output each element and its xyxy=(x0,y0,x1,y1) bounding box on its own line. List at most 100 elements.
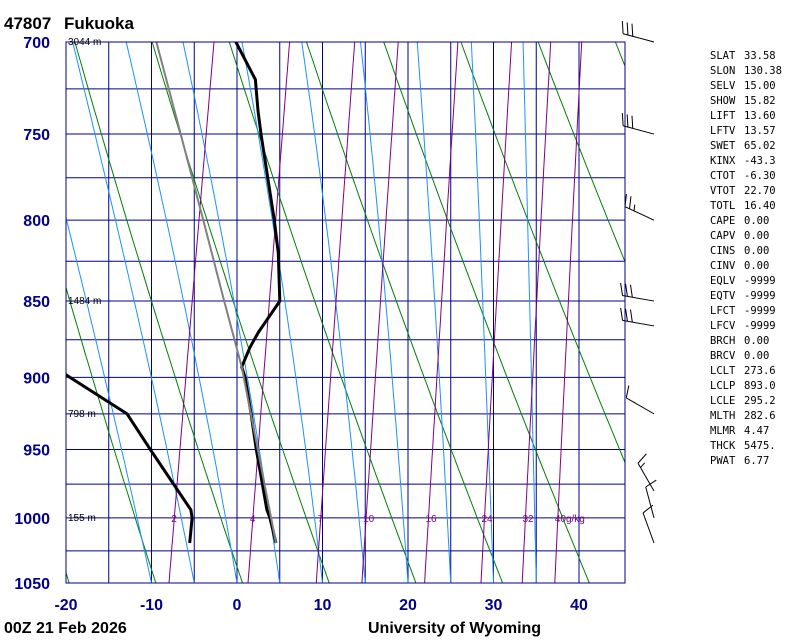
mixing-ratio-label: 2 xyxy=(171,514,177,525)
temperature-tick-label: 30 xyxy=(485,597,503,614)
barb-staff xyxy=(626,397,655,415)
index-name: CTOT xyxy=(710,170,736,182)
moist-adiabat xyxy=(522,42,537,583)
barb-flag xyxy=(631,115,634,129)
index-value: 22.70 xyxy=(744,185,776,197)
footer-source: University of Wyoming xyxy=(368,620,541,637)
mixing-ratio-label: 24 xyxy=(482,514,494,525)
index-value: -9999 xyxy=(744,290,776,302)
index-name: CAPV xyxy=(710,230,736,242)
index-value: 893.0 xyxy=(744,380,776,392)
temperature-tick-label: -20 xyxy=(54,597,77,614)
index-name: SELV xyxy=(710,80,736,92)
wind-barb xyxy=(625,385,655,415)
index-row: LCLT 273.6 xyxy=(710,364,796,379)
dry-adiabat xyxy=(228,42,417,583)
index-value: -6.30 xyxy=(744,170,776,182)
index-row: SHOW 15.82 xyxy=(710,94,796,109)
index-row: LFTV 13.57 xyxy=(710,124,796,139)
index-name: LFCT xyxy=(710,305,736,317)
index-name: KINX xyxy=(710,155,736,167)
index-name: LIFT xyxy=(710,110,736,122)
index-value: -9999 xyxy=(744,305,776,317)
index-value: 282.6 xyxy=(744,410,776,422)
index-value: 0.00 xyxy=(744,335,770,347)
moist-adiabat xyxy=(416,42,452,583)
dry-adiabat xyxy=(74,42,243,583)
mixing-ratio-label: 4 xyxy=(250,514,256,525)
index-name: LCLT xyxy=(710,365,736,377)
index-value: 6.77 xyxy=(744,455,770,467)
plot-frame xyxy=(65,41,626,584)
index-name: MLMR xyxy=(710,425,736,437)
index-row: SELV 15.00 xyxy=(710,79,796,94)
barb-flag xyxy=(626,114,629,128)
index-value: 15.00 xyxy=(744,80,776,92)
index-row: LCLE 295.2 xyxy=(710,394,796,409)
moist-adiabat xyxy=(241,42,323,583)
moist-adiabat xyxy=(72,42,195,583)
barb-staff xyxy=(622,33,655,43)
barb-flag xyxy=(620,282,623,296)
barb-flag xyxy=(621,21,624,34)
index-row: THCK 5475. xyxy=(710,439,796,454)
barb-flag xyxy=(625,283,628,297)
index-name: VTOT xyxy=(710,185,736,197)
pressure-tick-label: 800 xyxy=(23,213,50,230)
index-value: 0.00 xyxy=(744,350,770,362)
barb-staff xyxy=(642,512,655,544)
mixing-ratio-line xyxy=(361,42,399,583)
index-value: -9999 xyxy=(744,275,776,287)
index-name: LCLP xyxy=(710,380,736,392)
index-name: LFTV xyxy=(710,125,736,137)
barb-flag xyxy=(631,23,634,37)
index-row: LFCT -9999 xyxy=(710,304,796,319)
height-label: 155 m xyxy=(68,513,96,524)
height-label: 798 m xyxy=(68,409,96,420)
index-name: SHOW xyxy=(710,95,736,107)
mixing-ratio-labels: 2 4 7 10 16 24 32 40g/kg xyxy=(171,514,585,525)
barb-half-flag xyxy=(633,204,636,211)
wind-barb xyxy=(637,453,655,492)
station-name: Fukuoka xyxy=(64,14,134,33)
index-row: CINV 0.00 xyxy=(710,259,796,274)
index-row: LFCV -9999 xyxy=(710,319,796,334)
index-row: MLMR 4.47 xyxy=(710,424,796,439)
pressure-tick-label: 750 xyxy=(23,127,50,144)
wind-barb xyxy=(621,21,655,43)
barb-flag xyxy=(629,284,633,298)
barb-flag xyxy=(624,194,627,207)
pressure-tick-label: 1050 xyxy=(14,576,50,593)
wind-barb xyxy=(620,282,655,302)
index-value: 13.57 xyxy=(744,125,776,137)
mixing-ratio-label: 32 xyxy=(522,514,534,525)
index-row: CTOT -6.30 xyxy=(710,169,796,184)
pressure-axis: 700 750 800 850 900 950 1000 1050 xyxy=(14,35,50,593)
temperature-tick-label: -10 xyxy=(140,597,163,614)
dry-adiabat xyxy=(305,42,504,583)
barb-staff xyxy=(622,319,655,327)
dry-adiabat xyxy=(383,42,590,583)
background-lines xyxy=(66,42,625,583)
dry-adiabat xyxy=(460,42,625,464)
mixing-ratio-line xyxy=(424,42,459,583)
index-name: CINS xyxy=(710,245,736,257)
dewpoint-line xyxy=(66,373,194,544)
index-row: MLTH 282.6 xyxy=(710,409,796,424)
index-value: -9999 xyxy=(744,320,776,332)
pressure-tick-label: 1000 xyxy=(14,511,50,528)
barb-staff xyxy=(645,486,655,519)
pressure-tick-label: 950 xyxy=(23,442,50,459)
barb-flag xyxy=(621,113,624,126)
index-value: 130.38 xyxy=(744,65,782,77)
mixing-ratio-line xyxy=(315,42,356,583)
barb-half-flag xyxy=(640,462,646,468)
index-value: 295.2 xyxy=(744,395,776,407)
index-name: SLON xyxy=(710,65,736,77)
height-label: 3044 m xyxy=(68,37,101,48)
index-row: BRCV 0.00 xyxy=(710,349,796,364)
mixing-ratio-line xyxy=(247,42,291,583)
index-value: 15.82 xyxy=(744,95,776,107)
wind-barbs xyxy=(620,21,657,544)
